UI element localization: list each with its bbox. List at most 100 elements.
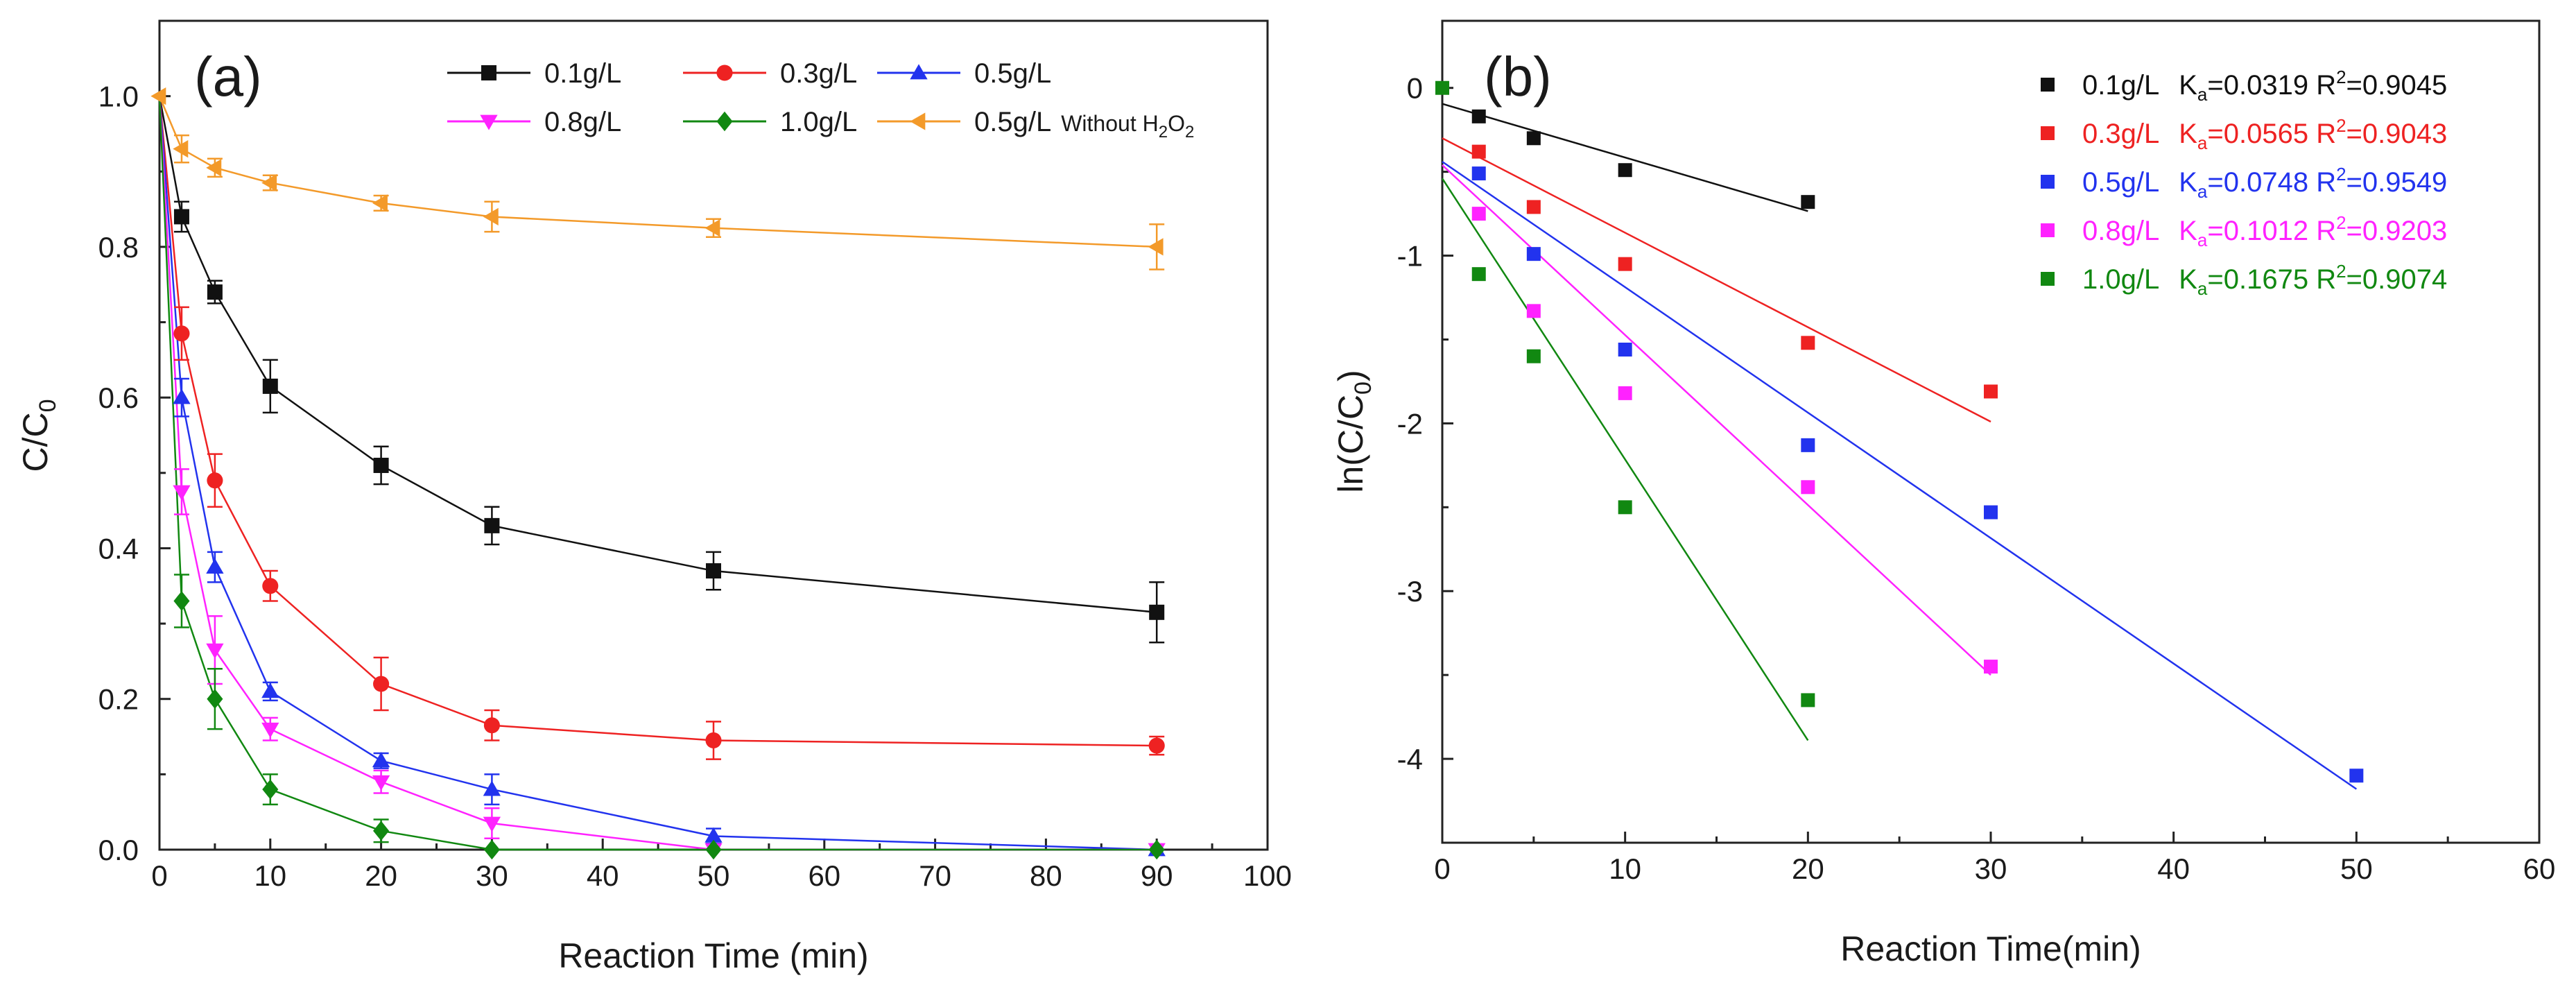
fit-line bbox=[1442, 137, 1991, 423]
data-point bbox=[1801, 336, 1815, 350]
data-point bbox=[261, 682, 279, 698]
legend-label-name: 0.5g/L bbox=[974, 58, 1051, 89]
y-axis-title-sub-b: 0 bbox=[1350, 381, 1376, 395]
legend-label-name: 0.8g/L bbox=[2082, 216, 2159, 246]
legend-label-k-sub: a bbox=[2197, 278, 2208, 299]
data-point bbox=[1984, 384, 1998, 399]
y-axis-title-b: ln(C/C0) bbox=[1331, 370, 1376, 492]
legend-label-r2-value: =0.9045 bbox=[2346, 70, 2448, 101]
legend-label: 0.3g/L Ka=0.0565 R2=0.9043 bbox=[2082, 115, 2447, 153]
legend-label-r2-value: =0.9074 bbox=[2346, 264, 2448, 295]
legend-label-r2-value: =0.9203 bbox=[2346, 216, 2448, 246]
x-tick-label-a: 90 bbox=[1141, 859, 1173, 892]
data-point bbox=[1526, 200, 1541, 214]
legend-label: 0.8g/L Ka=0.1012 R2=0.9203 bbox=[2082, 212, 2447, 250]
x-tick-label-a: 80 bbox=[1030, 859, 1062, 892]
y-tick-label-b: -4 bbox=[1397, 743, 1423, 775]
x-tick-label-b: 20 bbox=[1792, 852, 1824, 885]
legend-label-k: K bbox=[2179, 70, 2197, 101]
legend-label-name: 0.5g/L bbox=[974, 107, 1051, 137]
y-tick-label-a: 0.6 bbox=[98, 381, 139, 414]
markers-a bbox=[150, 87, 1166, 860]
data-point bbox=[207, 689, 223, 710]
legend-label-name: 0.3g/L bbox=[2082, 119, 2159, 149]
series-lines-a bbox=[158, 96, 1157, 851]
legend-swatch-marker bbox=[910, 64, 928, 80]
axis-ticks-a: 0 10 20 30 40 50 60 70 80 90 100 0.0 0.2 0.4 0.6 0.8 1.0 bbox=[98, 19, 1292, 892]
legend-swatch-marker bbox=[716, 111, 733, 132]
data-point bbox=[372, 752, 390, 768]
series-line bbox=[158, 96, 1157, 851]
chart-panel-b: 0 10 20 30 40 50 600-1-2-3-4 0.1g/L Ka=0.0319 R… bbox=[1331, 19, 2555, 968]
legend-swatch-marker bbox=[2041, 223, 2055, 237]
x-tick-label-a: 60 bbox=[808, 859, 840, 892]
legend-label-k: K bbox=[2179, 167, 2197, 198]
legend-swatch-marker bbox=[910, 112, 926, 130]
data-point bbox=[207, 472, 223, 489]
series-line bbox=[158, 96, 1157, 851]
data-point bbox=[207, 284, 223, 300]
data-point bbox=[173, 485, 191, 501]
x-tick-label-a: 30 bbox=[476, 859, 508, 892]
data-point bbox=[173, 140, 189, 158]
data-point bbox=[705, 732, 722, 749]
data-point bbox=[173, 591, 190, 611]
y-tick-label-b: -3 bbox=[1397, 575, 1423, 608]
legend-label-name: 1.0g/L bbox=[780, 107, 857, 137]
y-tick-label-a: 0.2 bbox=[98, 683, 139, 716]
y-axis-title-main-a: C/C bbox=[16, 412, 55, 472]
y-tick-label-a: 1.0 bbox=[98, 80, 139, 113]
legend-label-r2-value: =0.9043 bbox=[2346, 119, 2448, 149]
y-tick-label-b: 0 bbox=[1407, 72, 1423, 105]
x-tick-label-a: 40 bbox=[587, 859, 619, 892]
data-point bbox=[1618, 500, 1632, 515]
series-line bbox=[158, 96, 1157, 851]
legend-label: 0.8g/L bbox=[544, 107, 621, 137]
x-tick-label-b: 30 bbox=[1975, 852, 2007, 885]
data-point bbox=[150, 87, 166, 105]
data-point bbox=[372, 194, 388, 212]
x-tick-label-b: 50 bbox=[2340, 852, 2373, 885]
data-point bbox=[483, 839, 500, 860]
data-point bbox=[262, 578, 279, 594]
x-axis-title-b: Reaction Time(min) bbox=[1840, 929, 2141, 968]
series-line bbox=[158, 96, 1157, 747]
legend-label: 0.1g/L bbox=[544, 58, 621, 89]
legend-swatch-marker bbox=[480, 114, 498, 130]
data-point bbox=[706, 563, 721, 579]
legend-a: 0.1g/L 0.3g/L 0.5g/L 0.8g/L 1.0g/L 0.5g/L With… bbox=[447, 58, 1194, 141]
panel-label-a: (a) bbox=[194, 46, 262, 108]
data-point bbox=[1526, 349, 1541, 363]
legend-label-k: K bbox=[2179, 119, 2197, 149]
legend-label-k-value: =0.0748 R bbox=[2207, 167, 2336, 198]
y-tick-label-a: 0.0 bbox=[98, 834, 139, 866]
legend-label-r2-sup: 2 bbox=[2336, 212, 2346, 233]
data-point bbox=[1149, 604, 1165, 620]
x-tick-label-b: 10 bbox=[1609, 852, 1641, 885]
data-point bbox=[1801, 195, 1815, 209]
data-point bbox=[173, 325, 190, 342]
x-tick-label-a: 70 bbox=[919, 859, 951, 892]
data-point bbox=[484, 517, 500, 533]
y-axis-title-main-b: ln(C/C bbox=[1331, 395, 1370, 493]
legend-swatch-marker bbox=[2041, 175, 2055, 189]
legend-label-k-sub: a bbox=[2197, 84, 2208, 105]
legend-label: 1.0g/L bbox=[780, 107, 857, 137]
data-point bbox=[1618, 343, 1632, 357]
y-tick-label-b: -1 bbox=[1397, 240, 1423, 273]
series-line bbox=[158, 96, 1157, 614]
data-point bbox=[173, 388, 191, 404]
data-point bbox=[262, 779, 279, 800]
legend-label-name: 0.5g/L bbox=[2082, 167, 2159, 198]
legend-label: 0.5g/L Without H2O2 bbox=[974, 107, 1194, 141]
legend-swatch-marker bbox=[2041, 126, 2055, 140]
legend-label-r2-sup: 2 bbox=[2336, 67, 2346, 87]
legend-label-sub: 2 bbox=[1185, 123, 1194, 141]
y-tick-label-b: -2 bbox=[1397, 407, 1423, 440]
legend-label-k-value: =0.1675 R bbox=[2207, 264, 2336, 295]
y-tick-label-a: 0.8 bbox=[98, 231, 139, 264]
data-point bbox=[373, 676, 390, 692]
legend-label-k: K bbox=[2179, 216, 2197, 246]
